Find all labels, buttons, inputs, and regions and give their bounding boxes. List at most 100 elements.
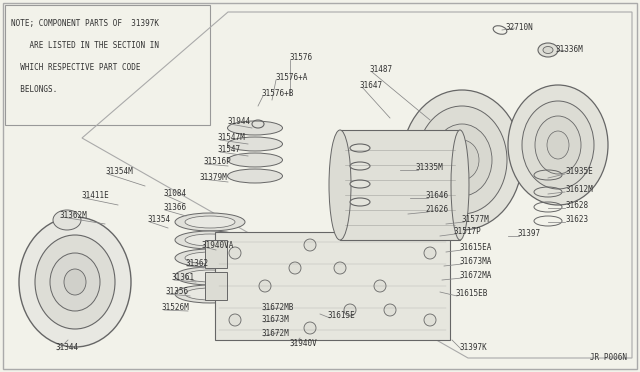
Ellipse shape [547,131,569,159]
Text: 31615EA: 31615EA [460,244,492,253]
Text: 21626: 21626 [425,205,448,215]
Ellipse shape [451,130,469,240]
Text: 31940V: 31940V [290,340,317,349]
Circle shape [374,280,386,292]
Text: 31672M: 31672M [262,330,290,339]
Text: 31516P: 31516P [203,157,231,167]
Text: 31615E: 31615E [328,311,356,321]
Text: 31397K: 31397K [460,343,488,353]
Ellipse shape [185,288,235,300]
Ellipse shape [185,252,235,264]
Ellipse shape [227,137,282,151]
Text: 31487: 31487 [370,65,393,74]
Polygon shape [215,232,450,340]
Text: 31397: 31397 [517,230,540,238]
Ellipse shape [64,269,86,295]
Circle shape [304,322,316,334]
Text: 31577M: 31577M [462,215,490,224]
Text: 31547: 31547 [218,145,241,154]
Circle shape [384,304,396,316]
Circle shape [304,239,316,251]
Ellipse shape [175,213,245,231]
Ellipse shape [350,162,370,170]
Ellipse shape [227,121,282,135]
Bar [5,5,210,125]
Ellipse shape [53,210,81,230]
Circle shape [229,314,241,326]
Ellipse shape [350,180,370,188]
Text: 31411E: 31411E [82,192,109,201]
Text: 31362M: 31362M [60,211,88,219]
Text: ARE LISTED IN THE SECTION IN: ARE LISTED IN THE SECTION IN [11,41,159,50]
Ellipse shape [227,153,282,167]
Circle shape [289,262,301,274]
Text: 31576+B: 31576+B [262,90,294,99]
Circle shape [334,262,346,274]
Text: BELONGS.: BELONGS. [11,85,57,94]
Text: 31354: 31354 [148,215,171,224]
Ellipse shape [175,285,245,303]
Text: 31356: 31356 [165,288,188,296]
Text: 31672MA: 31672MA [460,272,492,280]
Ellipse shape [535,116,581,174]
Ellipse shape [227,169,282,183]
Text: 31576+A: 31576+A [276,74,308,83]
Text: 31361: 31361 [172,273,195,282]
Text: 31615EB: 31615EB [455,289,488,298]
Text: 31517P: 31517P [453,228,481,237]
Text: 31366: 31366 [163,203,186,212]
Text: 31547M: 31547M [218,134,246,142]
Polygon shape [340,130,460,240]
Text: 31336M: 31336M [555,45,583,55]
Ellipse shape [185,234,235,246]
Text: 31612M: 31612M [565,186,593,195]
Ellipse shape [329,130,351,240]
Text: 31672MB: 31672MB [262,304,294,312]
Circle shape [344,304,356,316]
Bar [205,240,227,268]
Text: 31344: 31344 [56,343,79,353]
Ellipse shape [50,253,100,311]
Text: JR P006N: JR P006N [590,353,627,362]
Text: 31623: 31623 [565,215,588,224]
Ellipse shape [175,249,245,267]
Ellipse shape [538,43,558,57]
Text: 31526M: 31526M [162,304,189,312]
Text: 31944: 31944 [228,118,251,126]
Text: 31647: 31647 [360,80,383,90]
Ellipse shape [35,235,115,329]
Circle shape [424,247,436,259]
Text: 31628: 31628 [565,202,588,211]
Circle shape [259,280,271,292]
Ellipse shape [185,216,235,228]
Text: WHICH RESPECTIVE PART CODE: WHICH RESPECTIVE PART CODE [11,63,141,72]
Text: 32710N: 32710N [505,23,532,32]
Ellipse shape [522,101,594,189]
Ellipse shape [543,46,553,54]
Text: 31362: 31362 [185,260,208,269]
Ellipse shape [508,85,608,205]
Text: 31354M: 31354M [106,167,134,176]
Text: 31673MA: 31673MA [460,257,492,266]
Text: 31335M: 31335M [415,164,443,173]
Text: 31576: 31576 [290,54,313,62]
Bar [205,272,227,300]
Text: 31935E: 31935E [565,167,593,176]
Circle shape [424,314,436,326]
Ellipse shape [417,106,507,214]
Ellipse shape [350,144,370,152]
Text: 31940VA: 31940VA [202,241,234,250]
Ellipse shape [185,270,235,282]
Text: NOTE; COMPONENT PARTS OF  31397K: NOTE; COMPONENT PARTS OF 31397K [11,19,159,28]
Ellipse shape [350,198,370,206]
Circle shape [229,247,241,259]
Ellipse shape [19,217,131,347]
Ellipse shape [175,267,245,285]
Ellipse shape [402,90,522,230]
Ellipse shape [175,231,245,249]
Text: 31673M: 31673M [262,315,290,324]
Text: 31379M: 31379M [200,173,228,182]
Text: 31084: 31084 [163,189,186,198]
Ellipse shape [432,124,492,196]
Ellipse shape [445,140,479,180]
